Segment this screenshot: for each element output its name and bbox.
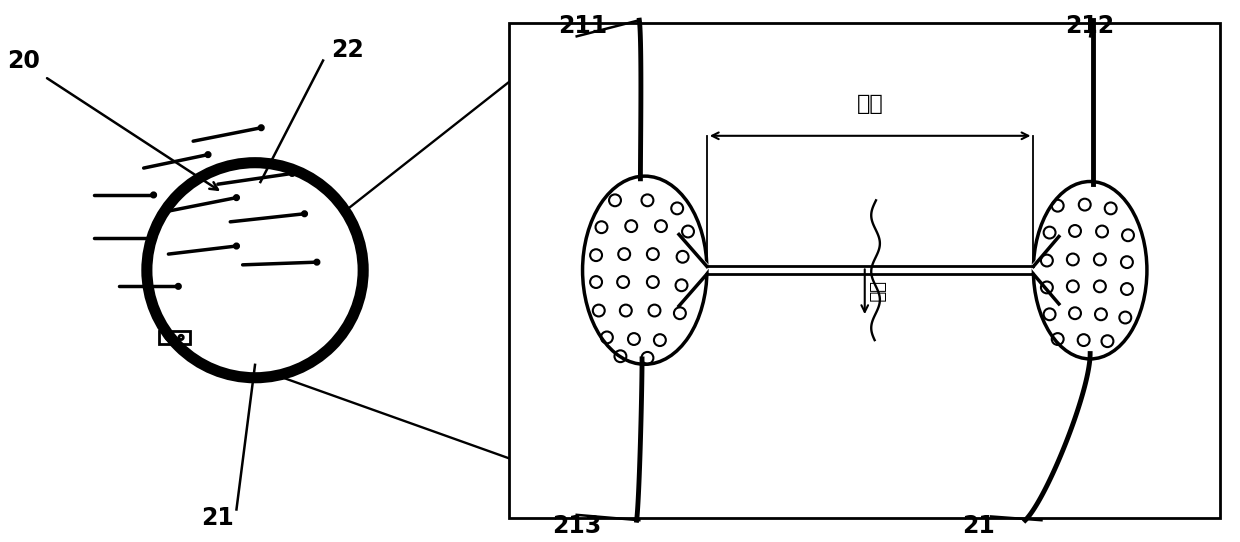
Ellipse shape: [1033, 182, 1147, 359]
Ellipse shape: [146, 163, 363, 378]
Text: 213: 213: [552, 514, 601, 538]
Text: 宽度: 宽度: [868, 281, 885, 302]
Bar: [159, 331, 190, 344]
Text: 212: 212: [1065, 14, 1115, 37]
Text: 21: 21: [962, 514, 996, 538]
Polygon shape: [680, 235, 709, 309]
Polygon shape: [1030, 236, 1059, 308]
Text: 20: 20: [7, 49, 40, 73]
Text: 22: 22: [331, 38, 365, 62]
Text: 21: 21: [202, 506, 234, 530]
Text: 长度: 长度: [857, 94, 884, 114]
Ellipse shape: [583, 176, 707, 364]
Text: 211: 211: [558, 14, 608, 37]
Bar: [508, 23, 1220, 518]
